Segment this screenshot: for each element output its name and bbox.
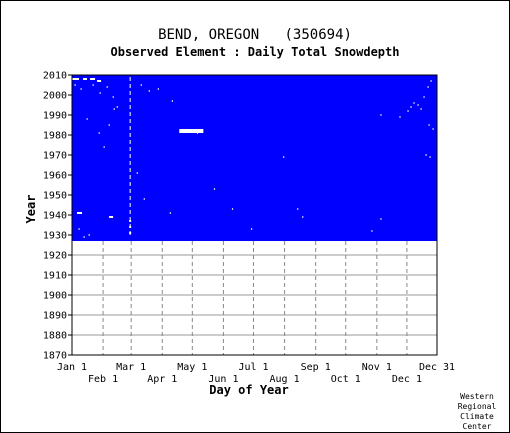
- missing-point: [380, 218, 382, 220]
- missing-point: [423, 96, 425, 98]
- missing-point: [98, 132, 100, 134]
- y-tick-label: 1940: [43, 211, 67, 222]
- missing-segment: [90, 78, 96, 80]
- missing-point: [297, 208, 299, 210]
- missing-point: [116, 106, 118, 108]
- y-tick-label: 1890: [43, 311, 67, 322]
- y-tick-label: 1900: [43, 291, 67, 302]
- x-tick-label: Jun 1: [208, 374, 238, 385]
- missing-point: [302, 216, 304, 218]
- missing-point: [143, 198, 145, 200]
- missing-point: [371, 230, 373, 232]
- missing-point: [92, 84, 94, 86]
- plot-border: [71, 74, 438, 356]
- x-tick-label: Jan 1: [57, 362, 87, 373]
- credit-line-3: Climate: [460, 412, 494, 421]
- missing-point: [136, 172, 138, 174]
- missing-point: [420, 108, 422, 110]
- missing-segment: [72, 78, 80, 80]
- missing-segment: [109, 216, 114, 218]
- y-tick-label: 2010: [43, 71, 67, 82]
- x-tick-label: Sep 1: [301, 362, 331, 373]
- missing-segment: [97, 80, 102, 82]
- missing-point: [380, 114, 382, 116]
- missing-point: [157, 88, 159, 90]
- missing-point: [429, 156, 431, 158]
- missing-segment: [129, 220, 132, 222]
- x-tick-label: Mar 1: [116, 362, 146, 373]
- missing-point: [417, 104, 419, 106]
- x-tick-label: Dec 1: [392, 374, 422, 385]
- x-tick-label: Feb 1: [88, 374, 118, 385]
- credit-block: Western Regional Climate Center: [458, 392, 497, 431]
- plot-area: 2010 2000 1990 1980 1970 1960 1950 1940 1930 1920…: [43, 71, 455, 386]
- missing-point: [140, 84, 142, 86]
- missing-point: [427, 86, 429, 88]
- y-tick-label: 1980: [43, 131, 67, 142]
- missing-segment: [77, 212, 83, 214]
- missing-point: [106, 86, 108, 88]
- y-tick-label: 1880: [43, 331, 67, 342]
- missing-point: [83, 236, 85, 238]
- credit-line-1: Western: [460, 392, 494, 401]
- y-tick-label: 1910: [43, 271, 67, 282]
- missing-point: [103, 146, 105, 148]
- x-tick-label: Nov 1: [362, 362, 392, 373]
- missing-segment: [83, 78, 88, 80]
- credit-line-2: Regional: [458, 402, 497, 411]
- y-axis-label: Year: [24, 195, 38, 224]
- x-tick-label: Apr 1: [147, 374, 177, 385]
- missing-point: [196, 132, 199, 134]
- x-tick-label: Dec 31: [419, 362, 455, 373]
- y-tick-label: 2000: [43, 91, 67, 102]
- missing-point: [213, 188, 216, 190]
- chart-title: BEND, OREGON (350694): [158, 27, 352, 43]
- missing-point: [413, 102, 415, 104]
- missing-point: [80, 88, 82, 90]
- x-tick-label: Jul 1: [238, 362, 268, 373]
- missing-point: [88, 234, 90, 236]
- missing-point: [108, 124, 110, 126]
- missing-point: [399, 116, 401, 118]
- missing-segment: [129, 226, 132, 228]
- x-tick-label: Aug 1: [270, 374, 300, 385]
- missing-point: [425, 154, 427, 156]
- missing-point: [86, 118, 88, 120]
- y-tick-label: 1950: [43, 191, 67, 202]
- missing-point: [410, 106, 412, 108]
- missing-point: [432, 128, 434, 130]
- credit-line-4: Center: [463, 422, 492, 431]
- missing-point: [113, 108, 115, 110]
- data-coverage-block: [72, 75, 437, 241]
- missing-point: [430, 80, 432, 82]
- missing-segment: [129, 232, 132, 234]
- missing-segment: [179, 129, 204, 133]
- missing-point: [112, 96, 114, 98]
- x-tick-label: May 1: [177, 362, 207, 373]
- y-tick-label: 1970: [43, 151, 67, 162]
- chart-subtitle: Observed Element : Daily Total Snowdepth: [111, 45, 400, 59]
- y-tick-label: 1990: [43, 111, 67, 122]
- missing-point: [283, 156, 285, 158]
- missing-point: [231, 208, 234, 210]
- y-tick-label: 1920: [43, 251, 67, 262]
- y-tick-label: 1870: [43, 351, 67, 362]
- missing-point: [148, 90, 150, 92]
- missing-point: [169, 212, 171, 214]
- x-axis-label: Day of Year: [209, 383, 288, 397]
- x-tick-label: Oct 1: [331, 374, 361, 385]
- missing-point: [171, 100, 173, 102]
- missing-point: [99, 92, 101, 94]
- missing-point: [407, 110, 409, 112]
- missing-point: [78, 228, 80, 230]
- missing-point: [250, 228, 253, 230]
- missing-point: [428, 124, 430, 126]
- y-tick-label: 1930: [43, 231, 67, 242]
- missing-point: [74, 84, 76, 86]
- y-tick-label: 1960: [43, 171, 67, 182]
